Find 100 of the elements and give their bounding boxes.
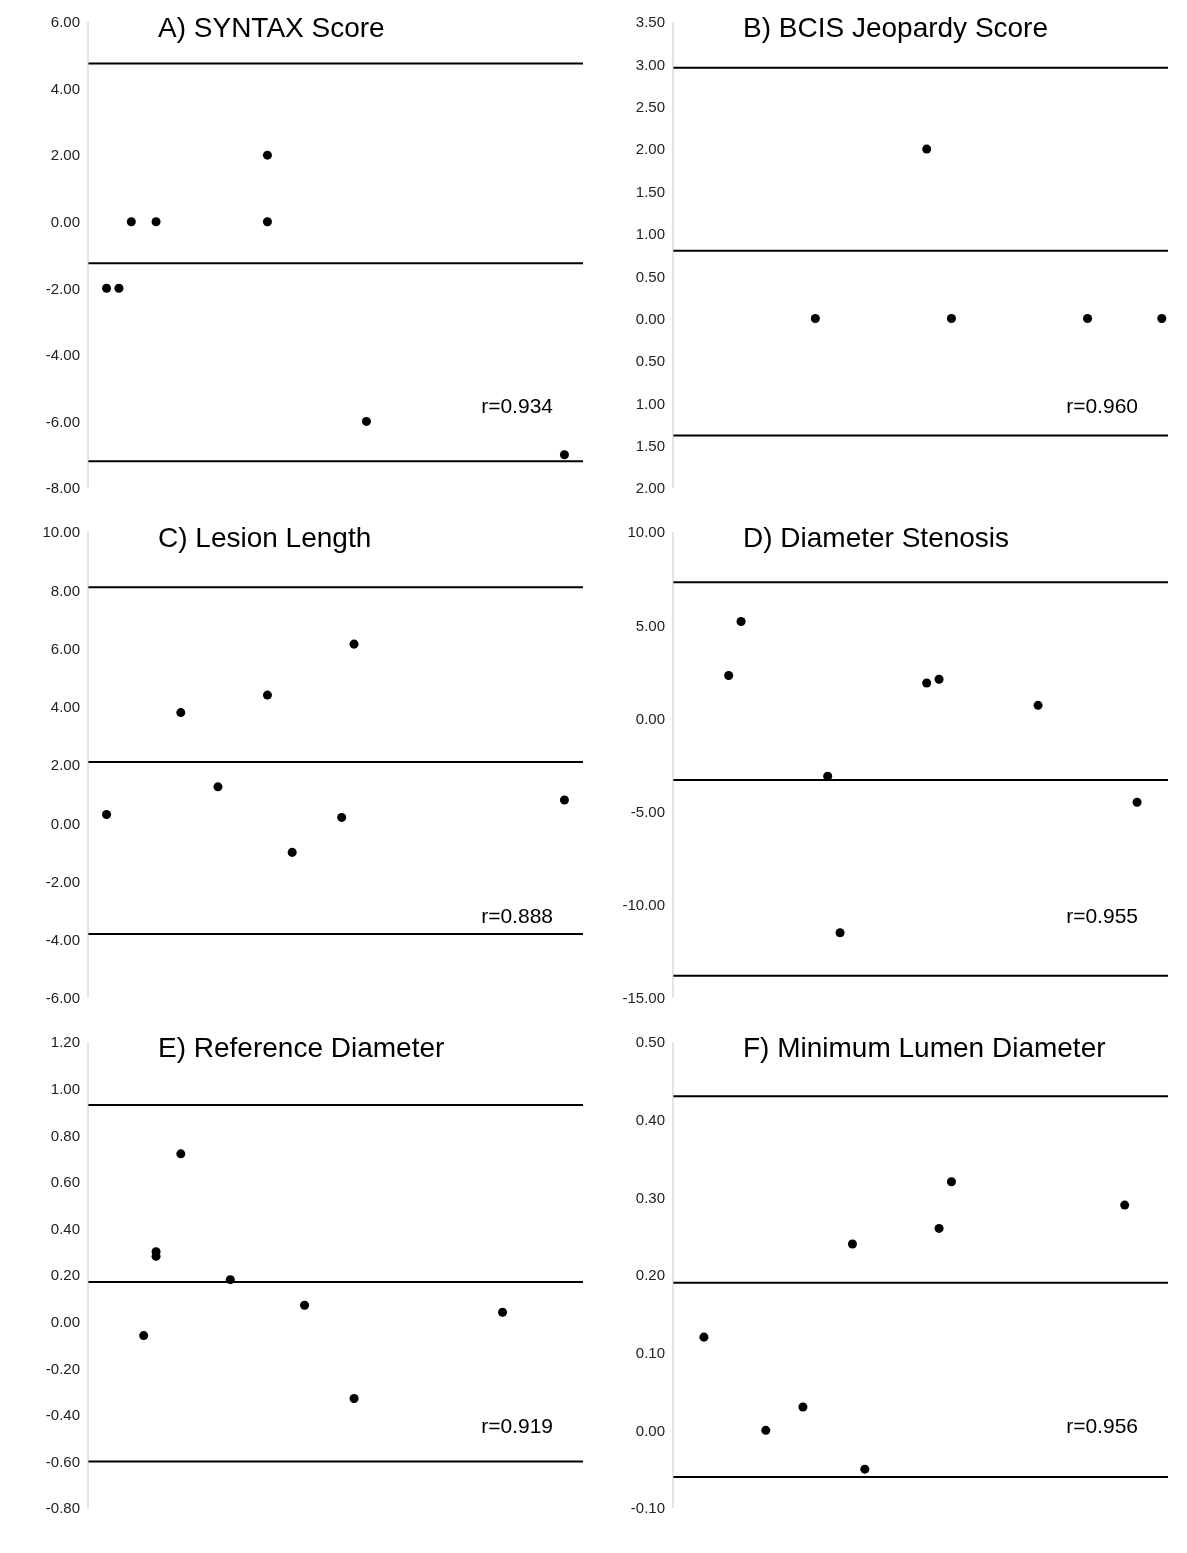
y-tick-label: -0.20 [45,1359,80,1377]
point [102,810,112,820]
point [1033,700,1043,710]
point [1120,1200,1130,1210]
y-tick-label: -4.00 [45,346,80,364]
y-tick-label: -2.00 [45,279,80,297]
point [922,678,932,688]
point [361,416,371,426]
point [287,847,297,857]
y-tick-label: 0.50 [635,352,665,370]
chart-title: D) Diameter Stenosis [743,522,1010,554]
y-tick-label: 0.00 [50,1312,80,1330]
point [798,1402,808,1412]
point [213,782,223,792]
point [559,795,569,805]
annotation: r=0.956 [1066,1414,1138,1438]
point [176,708,186,718]
chart-title: F) Minimum Lumen Diameter [743,1032,1106,1064]
point [934,1223,944,1233]
y-tick-label: 6.00 [50,13,80,31]
point [1132,797,1142,807]
point [151,217,161,227]
y-tick-label: 10.00 [42,523,80,541]
y-tick-label: 0.20 [635,1266,665,1284]
y-tick-label: 0.20 [50,1266,80,1284]
annotation: r=0.888 [481,904,553,928]
y-tick-label: 0.60 [50,1173,80,1191]
point [761,1425,771,1435]
y-tick-label: 4.00 [50,698,80,716]
y-tick-label: 1.20 [50,1033,80,1051]
y-tick-label: 2.00 [635,140,665,158]
point [349,1393,359,1403]
chart-title: C) Lesion Length [158,522,372,554]
y-tick-label: 0.30 [635,1188,665,1206]
annotation: r=0.955 [1066,904,1138,928]
chart-title: B) BCIS Jeopardy Score [743,12,1049,44]
annotation: r=0.934 [481,394,553,418]
y-tick-label: 0.00 [635,309,665,327]
point [934,674,944,684]
annotation: r=0.960 [1066,394,1138,418]
y-tick-label: -6.00 [45,412,80,430]
y-tick-label: -8.00 [45,479,80,497]
point [498,1307,508,1317]
y-tick-label: -10.00 [622,896,665,914]
point [262,150,272,160]
y-tick-label: 6.00 [50,639,80,657]
point [946,1177,956,1187]
point [860,1464,870,1474]
y-tick-label: -0.40 [45,1406,80,1424]
y-tick-label: -2.00 [45,872,80,890]
y-tick-label: 1.50 [635,436,665,454]
y-tick-label: 0.80 [50,1126,80,1144]
point [262,690,272,700]
y-tick-label: 0.50 [635,1033,665,1051]
y-tick-label: -4.00 [45,931,80,949]
y-tick-label: -5.00 [630,802,665,820]
y-tick-label: 2.00 [635,479,665,497]
y-tick-label: 5.00 [635,616,665,634]
point [835,928,845,938]
y-tick-label: 2.00 [50,756,80,774]
point [114,283,124,293]
point [126,217,136,227]
point [300,1300,310,1310]
chart-title: E) Reference Diameter [158,1032,445,1064]
y-tick-label: 0.40 [50,1219,80,1237]
y-tick-label: 3.50 [635,13,665,31]
point [559,450,569,460]
point [724,671,734,681]
point [225,1275,235,1285]
y-tick-label: 4.00 [50,79,80,97]
y-tick-label: 0.00 [635,709,665,727]
annotation: r=0.919 [481,1414,553,1438]
y-tick-label: 0.00 [50,213,80,231]
point [349,639,359,649]
point [262,217,272,227]
point [139,1331,149,1341]
y-tick-label: 1.00 [50,1079,80,1097]
y-tick-label: 0.10 [635,1343,665,1361]
point [176,1149,186,1159]
y-tick-label: 0.00 [50,814,80,832]
y-tick-label: 3.00 [635,55,665,73]
y-tick-label: 2.00 [50,146,80,164]
y-tick-label: 8.00 [50,581,80,599]
y-tick-label: 2.50 [635,98,665,116]
y-tick-label: 1.00 [635,225,665,243]
chart-title: A) SYNTAX Score [158,12,385,44]
point [847,1239,857,1249]
point [337,812,347,822]
y-tick-label: -0.80 [45,1499,80,1517]
y-tick-label: 0.40 [635,1110,665,1128]
y-tick-label: 10.00 [627,523,665,541]
y-tick-label: 1.00 [635,394,665,412]
y-tick-label: -0.60 [45,1452,80,1470]
y-tick-label: 1.50 [635,182,665,200]
point [699,1332,709,1342]
y-tick-label: -15.00 [622,989,665,1007]
point [102,283,112,293]
point [736,616,746,626]
y-tick-label: 0.50 [635,267,665,285]
y-tick-label: -0.10 [630,1499,665,1517]
